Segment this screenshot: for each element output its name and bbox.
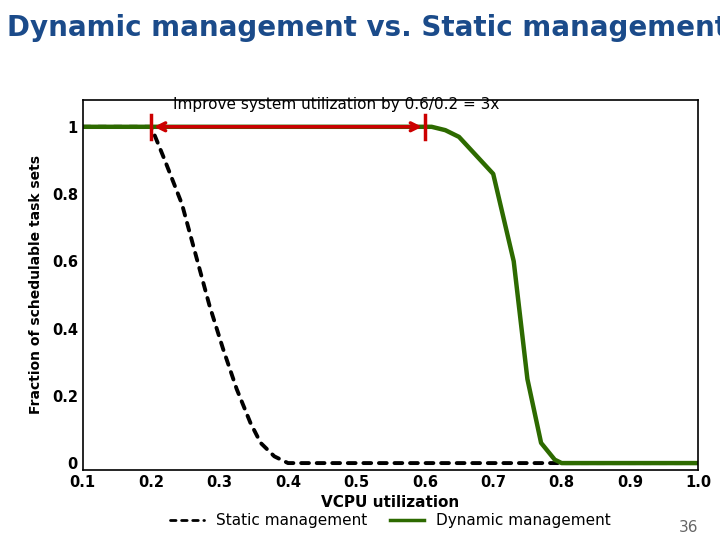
Text: Dynamic management vs. Static management: Dynamic management vs. Static management bbox=[7, 14, 720, 42]
Text: Improve system utilization by 0.6/0.2 = 3x: Improve system utilization by 0.6/0.2 = … bbox=[173, 97, 499, 112]
Text: Dynamic outperforms static significantly: Dynamic outperforms static significantly bbox=[120, 53, 600, 73]
Text: 36: 36 bbox=[679, 519, 698, 535]
Legend: Static management, Dynamic management: Static management, Dynamic management bbox=[164, 507, 617, 534]
Y-axis label: Fraction of schedulable task sets: Fraction of schedulable task sets bbox=[30, 156, 43, 414]
X-axis label: VCPU utilization: VCPU utilization bbox=[321, 495, 460, 510]
